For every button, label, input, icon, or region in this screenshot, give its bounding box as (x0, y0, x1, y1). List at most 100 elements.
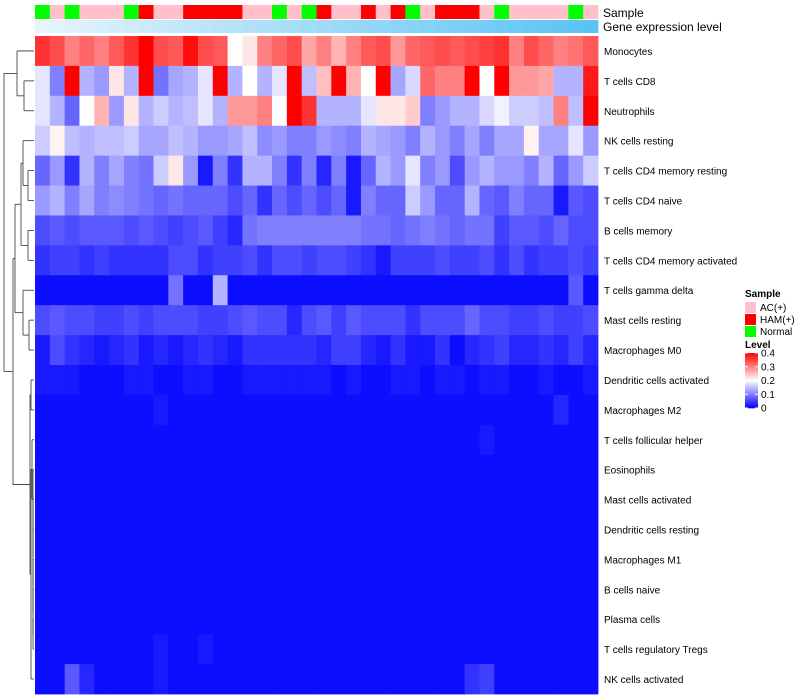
heatmap-cell (420, 215, 436, 246)
heatmap-cell (346, 664, 362, 695)
heatmap-cell (197, 634, 214, 665)
heatmap-cell (449, 454, 466, 486)
row-label: Plasma cells (604, 615, 660, 626)
row-label: Dendritic cells activated (604, 376, 709, 387)
heatmap-cell (509, 664, 525, 695)
heatmap-cell (286, 394, 303, 426)
heatmap-cell (346, 365, 362, 396)
heatmap-cell (509, 365, 525, 396)
heatmap-cell (212, 574, 229, 605)
heatmap-cell (183, 305, 199, 336)
heatmap-cell (183, 155, 199, 186)
sample-annotation-cell (168, 5, 184, 19)
heatmap-cell (153, 95, 169, 127)
heatmap-cell (523, 65, 540, 97)
heatmap-cell (35, 394, 51, 426)
heatmap-cell (583, 335, 599, 366)
sample-annotation-cell (301, 5, 317, 19)
heatmap-cell (168, 65, 184, 97)
expression-annotation-cell (138, 20, 154, 33)
level-legend-gradient (745, 394, 758, 396)
heatmap-cell (79, 634, 95, 665)
heatmap-cell (568, 424, 584, 456)
heatmap-cell (64, 36, 80, 67)
heatmap-cell (553, 514, 569, 545)
level-legend-gradient (745, 366, 758, 369)
heatmap-cell (257, 394, 273, 426)
heatmap-cell (538, 335, 554, 366)
heatmap-cell (286, 215, 303, 246)
heatmap-cell (583, 305, 599, 336)
heatmap-cell (227, 634, 243, 665)
heatmap-cell (153, 454, 169, 486)
heatmap-cell (227, 335, 243, 366)
level-legend-gradient (745, 365, 758, 368)
level-legend-tick-label: 0.1 (761, 390, 775, 401)
heatmap-cell (316, 65, 332, 97)
heatmap-cell (538, 544, 554, 575)
heatmap-cell (286, 305, 303, 336)
heatmap-cell (197, 664, 214, 695)
heatmap-cell (123, 155, 140, 186)
heatmap-cell (523, 305, 540, 336)
heatmap-cell (109, 394, 125, 426)
heatmap-cell (286, 514, 303, 545)
heatmap-cell (138, 275, 154, 306)
expression-annotation-cell (227, 20, 243, 33)
heatmap-cell (346, 604, 362, 635)
heatmap-cell (405, 155, 421, 186)
level-legend-gradient (745, 391, 758, 394)
heatmap-cell (64, 275, 80, 306)
heatmap-cell (257, 125, 273, 157)
heatmap-cell (227, 454, 243, 486)
heatmap-cell (420, 664, 436, 695)
heatmap-cell (494, 664, 510, 695)
heatmap-cell (435, 664, 451, 695)
heatmap-cell (197, 36, 214, 67)
heatmap-cell (390, 215, 406, 246)
heatmap-cell (153, 574, 169, 605)
expression-annotation-cell (568, 20, 584, 33)
heatmap-cell (49, 215, 66, 246)
heatmap-cell (35, 664, 51, 695)
heatmap-cell (64, 335, 80, 366)
heatmap-cell (138, 305, 154, 336)
expression-annotation-label: Gene expression level (603, 20, 722, 34)
heatmap-cell (509, 245, 525, 276)
sample-annotation-cell (227, 5, 243, 19)
heatmap-cell (242, 125, 258, 157)
heatmap-cell (109, 185, 125, 216)
sample-annotation-cell (242, 5, 258, 19)
heatmap-cell (538, 604, 554, 635)
heatmap-cell (375, 634, 391, 665)
heatmap-cell (494, 95, 510, 127)
heatmap-cell (420, 424, 436, 456)
heatmap-cell (420, 365, 436, 396)
heatmap-cell (346, 544, 362, 575)
heatmap-cell (197, 95, 214, 127)
heatmap-cell (272, 305, 288, 336)
heatmap-cell (331, 634, 347, 665)
heatmap-cell (435, 454, 451, 486)
heatmap-cell (242, 215, 258, 246)
heatmap-cell (79, 36, 95, 67)
heatmap-cell (553, 664, 569, 695)
level-legend-gradient (745, 390, 758, 392)
heatmap-cell (405, 634, 421, 665)
heatmap-cell (390, 335, 406, 366)
heatmap-cell (123, 604, 140, 635)
heatmap-cell (346, 514, 362, 545)
expression-annotation-cell (286, 20, 303, 33)
heatmap-cell (360, 36, 377, 67)
heatmap-cell (553, 424, 569, 456)
heatmap-cell (435, 335, 451, 366)
heatmap-cell (509, 125, 525, 157)
sample-annotation-cell (435, 5, 451, 19)
heatmap-cell (568, 65, 584, 97)
heatmap-cell (538, 155, 554, 186)
heatmap-cell (331, 664, 347, 695)
heatmap-cell (109, 215, 125, 246)
heatmap-cell (301, 544, 317, 575)
heatmap-cell (479, 155, 495, 186)
heatmap-cell (242, 95, 258, 127)
